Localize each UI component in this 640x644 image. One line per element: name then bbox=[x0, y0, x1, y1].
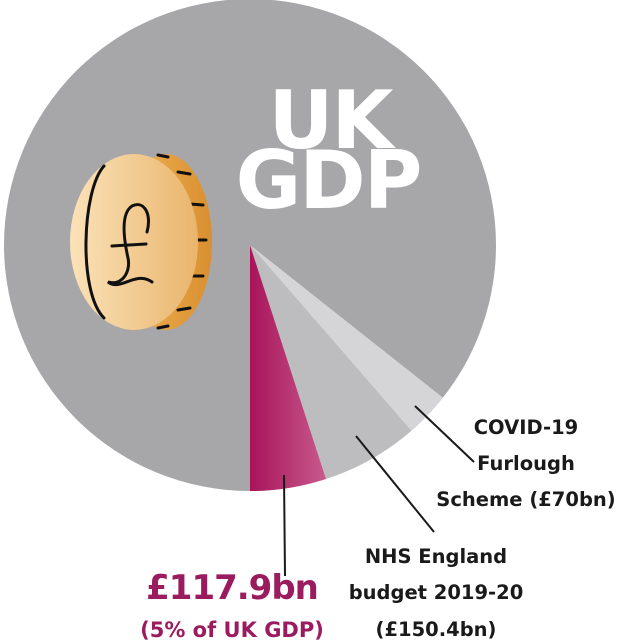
label-nhs-line-2: budget 2019-20 bbox=[349, 581, 524, 604]
pie-slices bbox=[250, 245, 443, 491]
label-furlough-line-3: Scheme (£70bn) bbox=[436, 488, 615, 511]
label-nhs-line-1: NHS England bbox=[365, 545, 507, 568]
slice-uk-share bbox=[250, 245, 327, 491]
label-furlough-line-1: COVID-19 bbox=[474, 416, 579, 439]
chart-title-line-2: GDP bbox=[236, 134, 421, 227]
main-percent-label: (5% of UK GDP) bbox=[140, 618, 324, 642]
slice-furlough bbox=[250, 245, 443, 431]
pound-coin-icon bbox=[70, 153, 212, 330]
leader-lines bbox=[283, 405, 475, 577]
main-value-label: £117.9bn bbox=[146, 568, 318, 608]
chart-title-line-1: UK bbox=[269, 74, 397, 167]
slice-nhs-england bbox=[250, 245, 412, 479]
label-nhs-line-3: (£150.4bn) bbox=[376, 618, 497, 641]
label-furlough-line-2: Furlough bbox=[477, 452, 575, 475]
